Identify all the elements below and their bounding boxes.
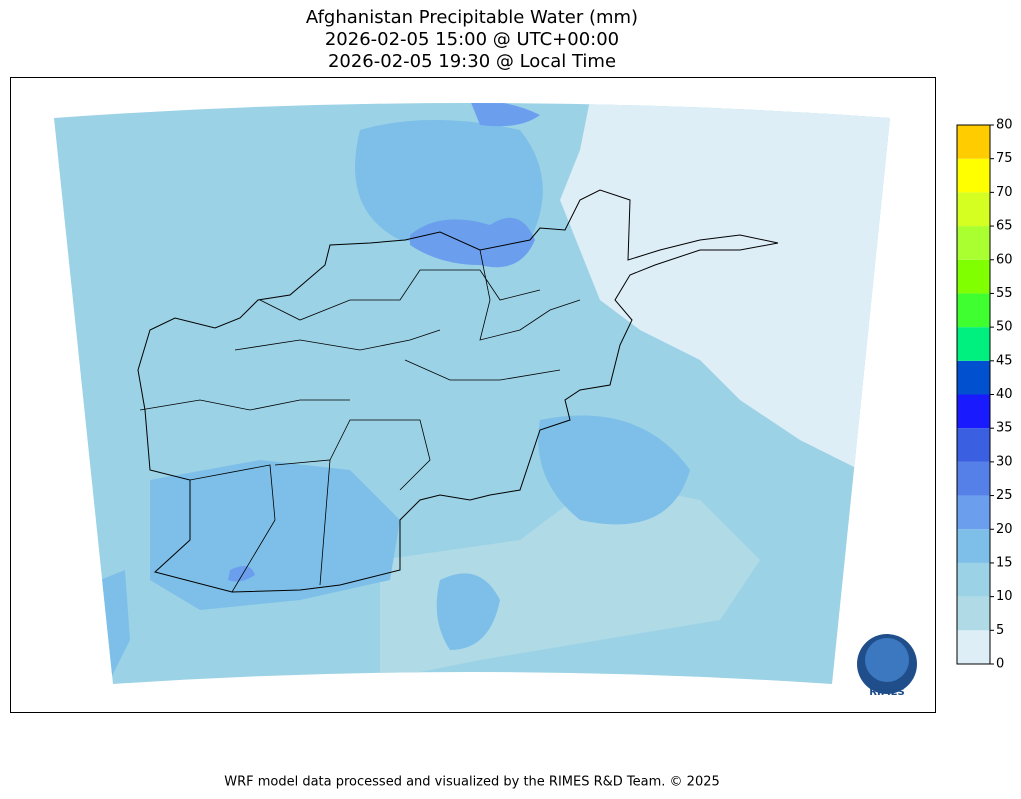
colorbar-segment bbox=[957, 293, 990, 328]
footer: WRF model data processed and visualized … bbox=[224, 775, 720, 790]
colorbar-segment bbox=[957, 529, 990, 563]
colorbar-segment bbox=[957, 394, 990, 429]
colorbar-tick-label: 70 bbox=[996, 185, 1013, 200]
colorbar-segment bbox=[957, 495, 990, 530]
colorbar-tick-label: 60 bbox=[996, 252, 1013, 267]
field bbox=[436, 573, 500, 650]
colorbar-tick-label: 65 bbox=[996, 219, 1013, 234]
field bbox=[470, 103, 540, 127]
field bbox=[355, 120, 543, 245]
colorbar-segment bbox=[957, 192, 990, 227]
colorbar-segment bbox=[957, 125, 990, 159]
colorbar-tick-label: 0 bbox=[996, 657, 1004, 672]
map: RIMES bbox=[54, 103, 917, 698]
subtitle: 2026-02-05 19:30 @ Local Time bbox=[328, 51, 616, 72]
colorbar-tick-label: 80 bbox=[996, 118, 1013, 133]
colorbar-segment bbox=[957, 259, 990, 294]
colorbar-tick-label: 55 bbox=[996, 286, 1013, 301]
colorbar-tick-label: 30 bbox=[996, 454, 1013, 469]
colorbar-tick-label: 40 bbox=[996, 387, 1013, 402]
field bbox=[150, 460, 400, 610]
country-border bbox=[137, 189, 779, 593]
colorbar-tick-label: 35 bbox=[996, 421, 1013, 436]
colorbar: 0 5 10 15 20 25 30 35 40 45 50 55 60 65 70 75 80 bbox=[956, 118, 1013, 672]
logo-text: RIMES bbox=[869, 687, 904, 698]
colorbar-segment bbox=[957, 630, 990, 664]
colorbar-tick-label: 75 bbox=[996, 151, 1013, 166]
field bbox=[410, 217, 535, 268]
field bbox=[560, 103, 890, 470]
colorbar-segment bbox=[957, 461, 990, 496]
colorbar-segment bbox=[957, 327, 990, 361]
colorbar-tick-label: 50 bbox=[996, 320, 1013, 335]
colorbar-segment bbox=[957, 596, 990, 631]
colorbar-segment bbox=[957, 226, 990, 260]
colorbar-tick-label: 25 bbox=[996, 488, 1013, 503]
subtitle: 2026-02-05 15:00 @ UTC+00:00 bbox=[325, 29, 619, 50]
colorbar-tick-label: 45 bbox=[996, 353, 1013, 368]
colorbar-segment bbox=[957, 562, 990, 597]
colorbar-segment bbox=[957, 428, 990, 462]
colorbar-tick-label: 5 bbox=[996, 623, 1004, 638]
province-borders bbox=[139, 249, 581, 593]
title: Afghanistan Precipitable Water (mm) bbox=[306, 7, 638, 28]
colorbar-segment bbox=[957, 158, 990, 193]
colorbar-tick-label: 10 bbox=[996, 589, 1013, 604]
field bbox=[228, 566, 255, 582]
colorbar-tick-label: 15 bbox=[996, 555, 1013, 570]
colorbar-segment bbox=[957, 360, 990, 395]
logo-emblem bbox=[865, 638, 909, 682]
colorbar-tick-label: 20 bbox=[996, 522, 1013, 537]
field bbox=[538, 415, 690, 525]
